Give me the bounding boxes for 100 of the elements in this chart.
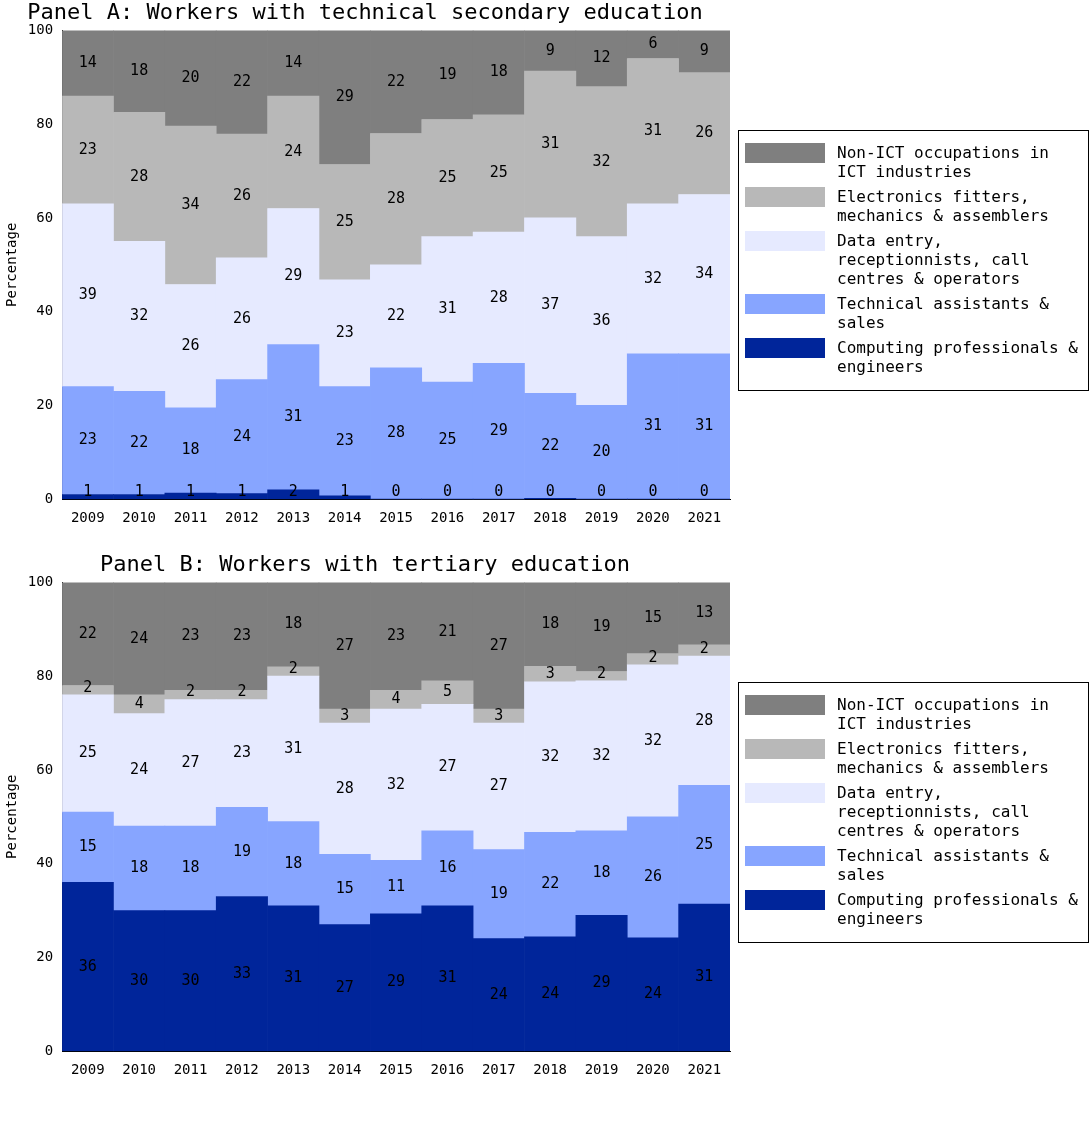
y-tick-label: 0 (44, 489, 54, 506)
data-label: 23 (181, 626, 200, 645)
data-label: 15 (78, 837, 97, 856)
data-label: 23 (78, 430, 97, 449)
data-label: 5 (442, 682, 452, 701)
x-tick-label: 2015 (379, 1061, 413, 1078)
data-label: 24 (489, 984, 508, 1003)
data-label: 37 (541, 295, 560, 314)
data-label: 9 (699, 41, 709, 60)
data-label: 25 (78, 743, 97, 762)
data-label: 32 (541, 746, 560, 765)
x-tick-label: 2016 (430, 1061, 465, 1078)
x-tick-label: 2014 (327, 1061, 362, 1078)
legend-label: Non-ICT occupations in ICT industries (837, 695, 1050, 733)
data-label: 22 (130, 432, 149, 451)
y-tick-label: 60 (36, 760, 54, 777)
legend-label: Technical assistants & sales (837, 294, 1050, 332)
data-label: 32 (130, 306, 149, 325)
data-label: 30 (130, 970, 149, 989)
data-label: 2 (237, 682, 247, 701)
data-label: 34 (695, 264, 714, 283)
data-label: 0 (391, 482, 401, 501)
data-label: 24 (284, 142, 303, 161)
data-label: 27 (181, 752, 200, 771)
x-tick-label: 2020 (636, 509, 670, 526)
data-label: 0 (699, 482, 709, 501)
chart-title: Panel A: Workers with technical secondary education (27, 0, 703, 24)
y-tick-label: 0 (44, 1041, 54, 1058)
data-label: 14 (78, 53, 97, 72)
data-label: 22 (541, 874, 560, 893)
data-label: 0 (442, 482, 452, 501)
data-label: 4 (134, 694, 144, 713)
y-tick-label: 60 (36, 208, 54, 225)
data-label: 32 (592, 151, 611, 170)
data-label: 25 (695, 834, 714, 853)
data-label: 21 (438, 621, 457, 640)
data-label: 20 (181, 68, 200, 87)
y-tick-label: 20 (36, 948, 54, 965)
data-label: 22 (78, 623, 97, 642)
data-label: 27 (489, 635, 508, 654)
y-tick-label: 40 (36, 302, 54, 319)
data-label: 18 (130, 61, 149, 80)
x-tick-label: 2015 (379, 509, 413, 526)
data-label: 15 (643, 607, 662, 626)
x-tick-label: 2009 (70, 1061, 105, 1078)
data-label: 18 (489, 62, 508, 81)
data-label: 19 (232, 841, 251, 860)
data-label: 22 (387, 306, 406, 325)
x-tick-label: 2012 (225, 509, 259, 526)
data-label: 9 (545, 40, 555, 59)
data-label: 22 (541, 435, 560, 454)
data-label: 3 (494, 705, 504, 724)
data-label: 31 (284, 968, 303, 987)
data-label: 28 (695, 710, 714, 729)
legend-label: Computing professionals & engineers (837, 338, 1079, 376)
x-tick-label: 2018 (533, 509, 568, 526)
legend-label: Technical assistants & sales (837, 846, 1050, 884)
data-label: 16 (438, 858, 457, 877)
data-label: 26 (232, 185, 251, 204)
y-tick-label: 100 (27, 573, 54, 590)
x-tick-label: 2021 (687, 1061, 722, 1078)
data-label: 24 (643, 984, 662, 1003)
legend-label: Electronics fitters, mechanics & assemblers (837, 739, 1050, 777)
data-label: 18 (130, 858, 149, 877)
data-label: 29 (284, 266, 303, 285)
x-tick-label: 2018 (533, 1061, 568, 1078)
data-label: 27 (335, 635, 354, 654)
data-label: 26 (695, 123, 714, 142)
data-label: 23 (78, 139, 97, 158)
data-label: 27 (438, 757, 457, 776)
x-tick-label: 2017 (481, 509, 516, 526)
data-label: 29 (592, 973, 611, 992)
data-label: 2 (288, 659, 298, 678)
data-label: 2 (597, 663, 607, 682)
x-tick-label: 2013 (276, 1061, 311, 1078)
data-label: 29 (489, 421, 508, 440)
data-label: 28 (130, 166, 149, 185)
data-label: 31 (438, 968, 457, 987)
x-tick-label: 2011 (173, 1061, 208, 1078)
data-label: 27 (335, 977, 354, 996)
data-label: 3 (545, 663, 555, 682)
y-axis-title: Percentage (3, 774, 20, 859)
y-tick-label: 20 (36, 396, 54, 413)
data-label: 25 (438, 167, 457, 186)
data-label: 0 (545, 482, 555, 501)
x-tick-label: 2010 (122, 1061, 157, 1078)
data-label: 24 (541, 983, 560, 1002)
y-tick-label: 100 (27, 21, 54, 38)
data-label: 32 (643, 730, 662, 749)
data-label: 3 (340, 705, 350, 724)
x-tick-label: 2009 (70, 509, 105, 526)
data-label: 2 (648, 647, 658, 666)
data-label: 14 (284, 53, 303, 72)
x-tick-label: 2020 (636, 1061, 670, 1078)
data-label: 25 (489, 163, 508, 182)
data-label: 28 (387, 423, 406, 442)
y-tick-label: 80 (36, 114, 54, 131)
data-label: 24 (232, 426, 251, 445)
legend-label: Computing professionals & engineers (837, 890, 1079, 928)
data-label: 19 (489, 884, 508, 903)
